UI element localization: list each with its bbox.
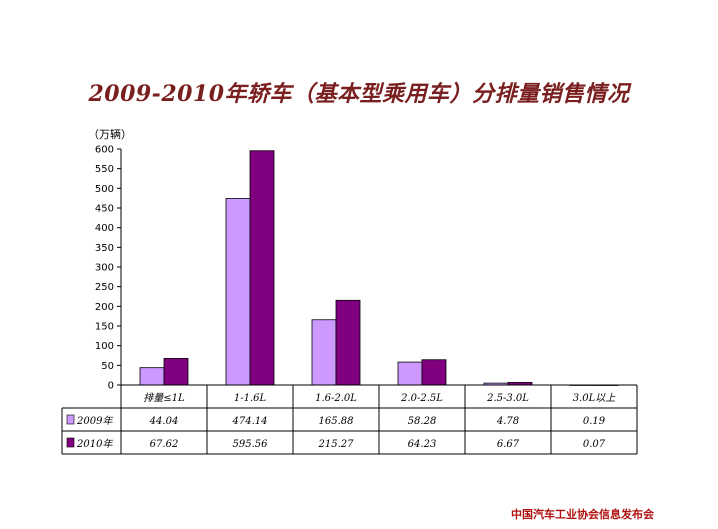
category-label: 排量≤1L — [143, 392, 185, 404]
data-table-value: 4.78 — [496, 416, 519, 427]
data-table-value: 165.88 — [319, 416, 354, 427]
data-table-value: 595.56 — [233, 439, 269, 450]
y-tick-label: 250 — [95, 282, 114, 293]
bar-2009 — [139, 367, 165, 386]
legend-label-2009: 2009年 — [76, 415, 113, 427]
y-tick-label: 600 — [95, 145, 114, 156]
y-tick-label: 300 — [95, 263, 114, 274]
category-label: 2.5-3.0L — [486, 393, 529, 404]
y-tick-label: 0 — [108, 381, 114, 392]
data-table-value: 215.27 — [318, 439, 355, 450]
bar-2010 — [421, 359, 447, 386]
bar-2009 — [397, 361, 423, 386]
source-footer: 中国汽车工业协会信息发布会 — [511, 508, 654, 521]
bar-2010 — [249, 150, 275, 386]
y-tick-label: 350 — [95, 243, 114, 254]
y-tick-label: 150 — [95, 322, 114, 333]
chart-title: 2009-2010年轿车（基本型乘用车）分排量销售情况 — [88, 81, 630, 107]
category-label: 1.6-2.0L — [315, 393, 357, 404]
y-tick-label: 450 — [95, 204, 114, 215]
y-tick-label: 200 — [95, 302, 114, 313]
data-table-value: 0.19 — [583, 416, 606, 427]
y-tick-label: 100 — [95, 341, 114, 352]
bar-2010 — [163, 358, 189, 386]
y-tick-label: 50 — [101, 361, 114, 372]
bar-2010 — [335, 299, 361, 386]
data-table-value: 44.04 — [149, 416, 179, 427]
data-table-value: 67.62 — [150, 439, 179, 450]
y-tick-label: 550 — [95, 164, 114, 175]
y-tick-label: 500 — [95, 184, 114, 195]
category-label: 1-1.6L — [234, 393, 267, 404]
data-table-value: 474.14 — [232, 416, 268, 427]
category-label: 3.0L以上 — [573, 392, 617, 404]
legend-swatch-2010 — [66, 437, 75, 448]
category-label: 2.0-2.5L — [400, 393, 443, 404]
bar-2009 — [311, 319, 337, 386]
data-table-value: 6.67 — [497, 439, 520, 450]
legend-swatch-2009 — [66, 414, 75, 425]
data-table-value: 58.28 — [408, 416, 437, 427]
legend-label-2010: 2010年 — [76, 438, 113, 450]
data-table-value: 0.07 — [583, 439, 606, 450]
bar-2009 — [225, 198, 251, 386]
y-tick-label: 400 — [95, 223, 114, 234]
y-axis-unit-label: （万辆） — [88, 128, 132, 141]
data-table-value: 64.23 — [408, 439, 437, 450]
